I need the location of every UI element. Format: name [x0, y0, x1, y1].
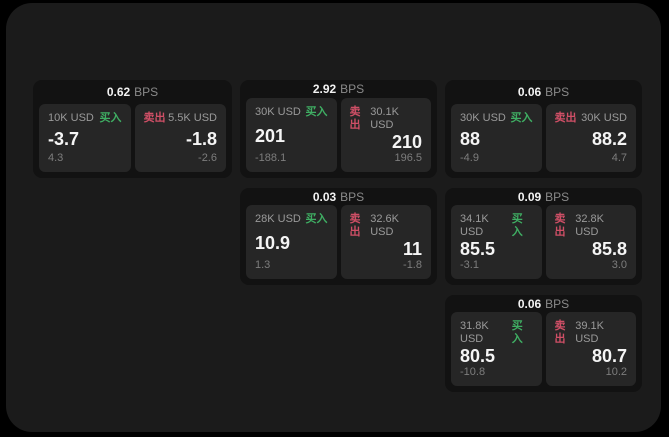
- panels: 30K USD 买入 88 -4.9 卖出 30K USD 88.2 4.7: [451, 104, 636, 172]
- card-header: 0.06 BPS: [451, 295, 636, 312]
- card-header: 0.62 BPS: [39, 80, 226, 104]
- quote-card: 2.92 BPS 30K USD 买入 201 -188.1 卖出 30.1K …: [240, 80, 437, 178]
- bps-unit-label: BPS: [134, 85, 159, 99]
- buy-change: 4.3: [48, 152, 64, 164]
- bps-value: 0.06: [517, 85, 542, 99]
- quote-card: 0.06 BPS 30K USD 买入 88 -4.9 卖出 30K USD: [445, 80, 642, 178]
- buy-panel[interactable]: 30K USD 买入 201 -188.1: [246, 98, 337, 172]
- buy-amount: 28K USD: [255, 213, 301, 225]
- sell-panel[interactable]: 卖出 39.1K USD 80.7 10.2: [545, 312, 636, 386]
- buy-label: 买入: [305, 106, 328, 118]
- bps-unit-label: BPS: [340, 189, 365, 204]
- buy-label: 买入: [305, 213, 328, 225]
- bps-value: 0.62: [106, 85, 131, 99]
- quote-card-grid: 0.62 BPS 10K USD 买入 -3.7 4.3 卖出 5.5K USD: [33, 80, 642, 392]
- buy-panel[interactable]: 10K USD 买入 -3.7 4.3: [39, 104, 131, 172]
- buy-change: -4.9: [460, 152, 479, 164]
- app-surface: 0.62 BPS 10K USD 买入 -3.7 4.3 卖出 5.5K USD: [6, 3, 661, 432]
- bps-unit-label: BPS: [545, 189, 570, 204]
- buy-label: 买入: [510, 112, 533, 124]
- sell-change: -1.8: [403, 259, 422, 271]
- bps-unit-label: BPS: [545, 296, 570, 311]
- buy-price: 10.9: [255, 232, 291, 253]
- buy-amount: 30K USD: [460, 112, 506, 124]
- panels: 28K USD 买入 10.9 1.3 卖出 32.6K USD 11 -1.8: [246, 205, 431, 279]
- sell-price: 11: [402, 239, 422, 259]
- sell-price: 85.8: [591, 239, 627, 259]
- buy-amount: 31.8K USD: [460, 320, 489, 345]
- sell-price: -1.8: [185, 128, 217, 149]
- bps-value: 0.09: [517, 189, 542, 204]
- buy-label: 买入: [99, 112, 122, 124]
- sell-price: 210: [391, 132, 422, 152]
- sell-amount: 5.5K USD: [168, 112, 217, 124]
- buy-label: 买入: [511, 320, 523, 345]
- buy-change: -3.1: [460, 259, 479, 271]
- bps-unit-label: BPS: [340, 82, 365, 96]
- buy-price: 88: [460, 128, 481, 149]
- sell-change: 3.0: [611, 259, 627, 271]
- quote-card: 0.03 BPS 28K USD 买入 10.9 1.3 卖出 32.6K US…: [240, 188, 437, 285]
- buy-amount: 34.1K USD: [460, 213, 489, 238]
- buy-price: 85.5: [460, 239, 496, 259]
- panels: 34.1K USD 买入 85.5 -3.1 卖出 32.8K USD 85.8…: [451, 205, 636, 279]
- sell-price: 88.2: [591, 128, 627, 149]
- sell-panel[interactable]: 卖出 32.8K USD 85.8 3.0: [545, 205, 636, 279]
- sell-amount: 30K USD: [581, 112, 627, 124]
- bps-unit-label: BPS: [545, 85, 570, 99]
- buy-label: 买入: [511, 213, 523, 238]
- sell-amount: 32.8K USD: [575, 213, 604, 238]
- buy-panel[interactable]: 30K USD 买入 88 -4.9: [451, 104, 542, 172]
- sell-change: 196.5: [394, 152, 422, 164]
- sell-label: 卖出: [554, 112, 577, 124]
- quote-card: 0.09 BPS 34.1K USD 买入 85.5 -3.1 卖出 32.8K…: [445, 188, 642, 285]
- sell-amount: 39.1K USD: [575, 320, 604, 345]
- bps-value: 0.03: [312, 189, 337, 204]
- card-header: 2.92 BPS: [246, 80, 431, 98]
- buy-change: -10.8: [460, 366, 486, 378]
- buy-amount: 30K USD: [255, 106, 301, 118]
- sell-change: -2.6: [198, 152, 217, 164]
- buy-panel[interactable]: 28K USD 买入 10.9 1.3: [246, 205, 337, 279]
- sell-label: 卖出: [349, 106, 361, 131]
- sell-panel[interactable]: 卖出 30K USD 88.2 4.7: [545, 104, 636, 172]
- card-header: 0.03 BPS: [246, 188, 431, 205]
- panels: 10K USD 买入 -3.7 4.3 卖出 5.5K USD -1.8 -2.…: [39, 104, 226, 172]
- sell-change: 4.7: [611, 152, 627, 164]
- card-header: 0.06 BPS: [451, 80, 636, 104]
- buy-change: 1.3: [255, 259, 271, 271]
- sell-label: 卖出: [143, 112, 166, 124]
- buy-amount: 10K USD: [48, 112, 94, 124]
- card-header: 0.09 BPS: [451, 188, 636, 205]
- panels: 30K USD 买入 201 -188.1 卖出 30.1K USD 210 1…: [246, 98, 431, 172]
- bps-value: 0.06: [517, 296, 542, 311]
- bps-value: 2.92: [312, 82, 337, 96]
- buy-change: -188.1: [255, 152, 287, 164]
- buy-price: -3.7: [48, 128, 80, 149]
- sell-change: 10.2: [605, 366, 627, 378]
- sell-amount: 32.6K USD: [370, 213, 399, 238]
- sell-price: 80.7: [591, 346, 627, 366]
- sell-label: 卖出: [554, 213, 566, 238]
- sell-panel[interactable]: 卖出 5.5K USD -1.8 -2.6: [134, 104, 226, 172]
- sell-panel[interactable]: 卖出 32.6K USD 11 -1.8: [340, 205, 431, 279]
- quote-card: 0.06 BPS 31.8K USD 买入 80.5 -10.8 卖出 39.1…: [445, 295, 642, 392]
- sell-amount: 30.1K USD: [370, 106, 399, 131]
- sell-label: 卖出: [349, 213, 361, 238]
- sell-label: 卖出: [554, 320, 566, 345]
- quote-card: 0.62 BPS 10K USD 买入 -3.7 4.3 卖出 5.5K USD: [33, 80, 232, 178]
- sell-panel[interactable]: 卖出 30.1K USD 210 196.5: [340, 98, 431, 172]
- buy-price: 80.5: [460, 346, 496, 366]
- buy-panel[interactable]: 31.8K USD 买入 80.5 -10.8: [451, 312, 542, 386]
- buy-price: 201: [255, 125, 286, 146]
- panels: 31.8K USD 买入 80.5 -10.8 卖出 39.1K USD 80.…: [451, 312, 636, 386]
- buy-panel[interactable]: 34.1K USD 买入 85.5 -3.1: [451, 205, 542, 279]
